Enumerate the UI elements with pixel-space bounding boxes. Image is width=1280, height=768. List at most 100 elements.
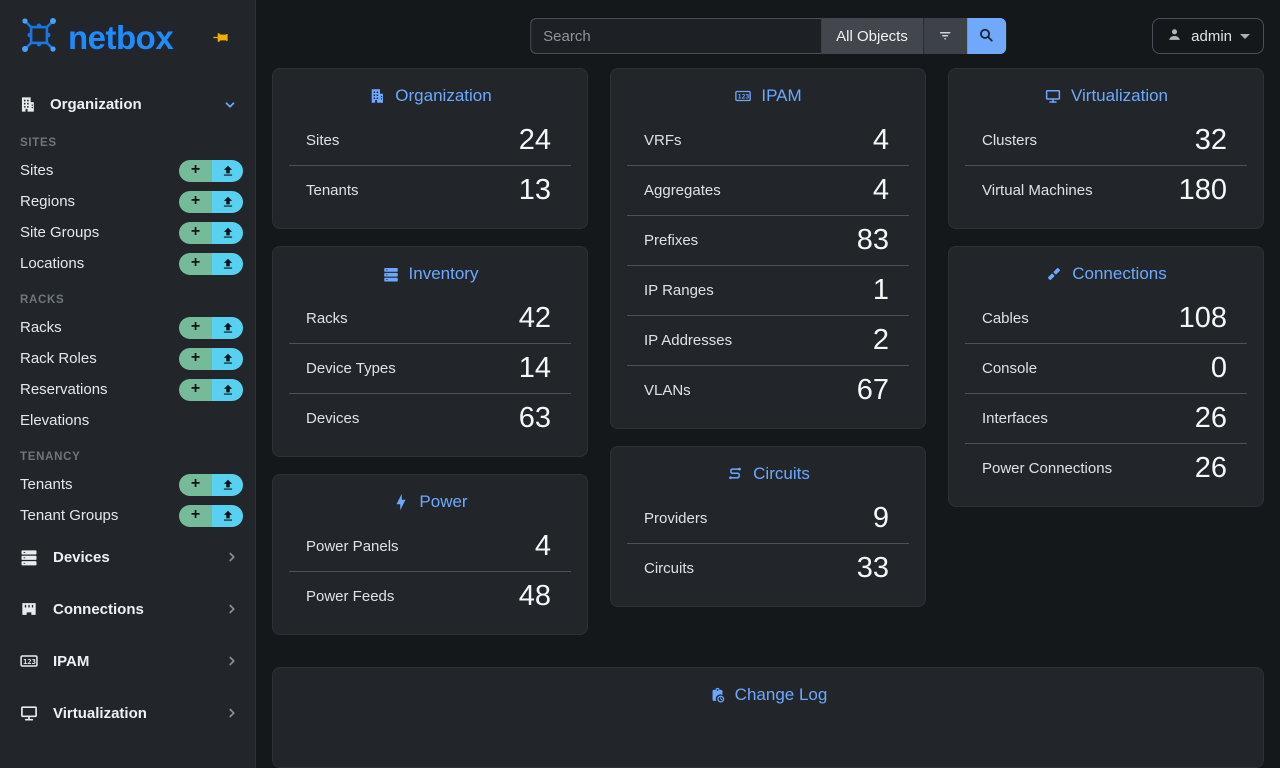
- stat-value-link[interactable]: 32: [1194, 123, 1227, 156]
- stat-row: Aggregates 4: [627, 165, 909, 215]
- ethernet-port-icon: [19, 599, 39, 619]
- stat-value-link[interactable]: 180: [1178, 174, 1227, 207]
- stat-value-link[interactable]: 13: [518, 174, 551, 207]
- stat-value-link[interactable]: 4: [872, 174, 889, 207]
- stat-row: Circuits 33: [627, 543, 909, 593]
- inventory-card-title[interactable]: Inventory: [273, 247, 587, 293]
- sidebar-group-tenancy: TENANCY Tenants + Tenant Groups +: [0, 436, 255, 531]
- netbox-logo[interactable]: netbox: [18, 14, 174, 61]
- power-card-title[interactable]: Power: [273, 475, 587, 521]
- sidebar-item-virtualization[interactable]: Virtualization: [0, 687, 255, 739]
- stat-row: Virtual Machines 180: [965, 165, 1247, 215]
- stat-value-link[interactable]: 26: [1194, 452, 1227, 485]
- add-button[interactable]: +: [179, 473, 212, 496]
- stat-value-link[interactable]: 83: [856, 224, 889, 257]
- stat-value-link[interactable]: 2: [872, 324, 889, 357]
- stat-value-link[interactable]: 108: [1178, 301, 1227, 334]
- stat-value-link[interactable]: 14: [518, 352, 551, 385]
- sidebar-group-header: TENANCY: [20, 451, 81, 463]
- connections-card: Connections Cables 108 Console 0 Interfa…: [948, 246, 1264, 508]
- add-button[interactable]: +: [179, 316, 212, 339]
- stat-label: VRFs: [644, 131, 682, 149]
- add-button[interactable]: +: [179, 252, 212, 275]
- sidebar-item-organization[interactable]: Organization: [0, 87, 255, 122]
- import-button[interactable]: [212, 316, 243, 339]
- import-button[interactable]: [212, 159, 243, 182]
- card-title-text: Virtualization: [1070, 86, 1169, 106]
- virtualization-card-title[interactable]: Virtualization: [949, 69, 1263, 115]
- stat-value-link[interactable]: 4: [872, 123, 889, 156]
- import-button[interactable]: [212, 252, 243, 275]
- sidebar-link[interactable]: Racks: [20, 319, 62, 336]
- stat-value-link[interactable]: 24: [518, 123, 551, 156]
- add-button[interactable]: +: [179, 504, 212, 527]
- monitor-icon: [1044, 87, 1062, 105]
- sidebar-link[interactable]: Site Groups: [20, 224, 100, 241]
- stat-value-link[interactable]: 26: [1194, 402, 1227, 435]
- organization-card-title[interactable]: Organization: [273, 69, 587, 115]
- stat-label: Providers: [644, 509, 708, 527]
- add-button[interactable]: +: [179, 190, 212, 213]
- search-button[interactable]: [966, 18, 1006, 54]
- pin-sidebar-icon[interactable]: [212, 29, 229, 46]
- import-button[interactable]: [212, 504, 243, 527]
- stat-label: Sites: [306, 131, 340, 149]
- add-button[interactable]: +: [179, 221, 212, 244]
- sidebar-group-header: RACKS: [20, 294, 65, 306]
- ipam-card-title[interactable]: 123 IPAM: [611, 69, 925, 115]
- inventory-card: Inventory Racks 42 Device Types 14 Devic…: [272, 246, 588, 458]
- card-title-text: Circuits: [753, 464, 810, 484]
- import-button[interactable]: [212, 347, 243, 370]
- sidebar-link[interactable]: Elevations: [20, 412, 90, 429]
- sidebar-item-connections[interactable]: Connections: [0, 583, 255, 635]
- stat-row: IP Ranges 1: [627, 265, 909, 315]
- stat-value-link[interactable]: 9: [872, 501, 889, 534]
- add-button[interactable]: +: [179, 347, 212, 370]
- stat-label: Devices: [306, 410, 360, 428]
- search-input[interactable]: [530, 18, 822, 54]
- stat-value-link[interactable]: 1: [872, 274, 889, 307]
- sidebar-link[interactable]: Reservations: [20, 381, 108, 398]
- sidebar-item-locations: Locations +: [0, 248, 255, 279]
- changelog-card-title[interactable]: Change Log: [273, 668, 1263, 714]
- stat-row: VRFs 4: [627, 115, 909, 165]
- stat-label: IP Addresses: [644, 332, 733, 350]
- import-button[interactable]: [212, 378, 243, 401]
- chevron-right-icon: [225, 706, 239, 720]
- import-button[interactable]: [212, 473, 243, 496]
- import-button[interactable]: [212, 190, 243, 213]
- organization-card: Organization Sites 24 Tenants 13: [272, 68, 588, 230]
- filter-button[interactable]: [922, 18, 967, 54]
- circuits-card-title[interactable]: Circuits: [611, 447, 925, 493]
- stat-value-link[interactable]: 48: [518, 580, 551, 613]
- add-button[interactable]: +: [179, 378, 212, 401]
- stat-label: Clusters: [982, 131, 1038, 149]
- sidebar-item-tenant-groups: Tenant Groups +: [0, 500, 255, 531]
- card-title-text: Change Log: [734, 685, 828, 705]
- stat-value-link[interactable]: 4: [534, 529, 551, 562]
- stat-value-link[interactable]: 63: [518, 402, 551, 435]
- connections-card-title[interactable]: Connections: [949, 247, 1263, 293]
- sidebar-link[interactable]: Regions: [20, 193, 76, 210]
- user-menu-button[interactable]: admin: [1152, 18, 1264, 54]
- sidebar-item-devices[interactable]: Devices: [0, 531, 255, 583]
- stat-value-link[interactable]: 42: [518, 301, 551, 334]
- sidebar-link[interactable]: Locations: [20, 255, 85, 272]
- clipboard-clock-icon: [709, 687, 726, 704]
- sidebar-item-label: IPAM: [53, 652, 90, 670]
- sidebar-item-ipam[interactable]: 123 IPAM: [0, 635, 255, 687]
- stat-row: Devices 63: [289, 393, 571, 443]
- sidebar-link[interactable]: Sites: [20, 162, 54, 179]
- sidebar-link[interactable]: Tenant Groups: [20, 507, 119, 524]
- stat-value-link[interactable]: 0: [1210, 352, 1227, 385]
- power-card: Power Power Panels 4 Power Feeds 48: [272, 474, 588, 636]
- stat-value-link[interactable]: 33: [856, 552, 889, 585]
- sidebar-link[interactable]: Tenants: [20, 476, 73, 493]
- sidebar-link[interactable]: Rack Roles: [20, 350, 97, 367]
- search-scope-dropdown[interactable]: All Objects: [821, 18, 923, 54]
- counter-icon: 123: [19, 651, 39, 671]
- add-button[interactable]: +: [179, 159, 212, 182]
- stat-value-link[interactable]: 67: [856, 374, 889, 407]
- sidebar-item-sites: Sites +: [0, 155, 255, 186]
- import-button[interactable]: [212, 221, 243, 244]
